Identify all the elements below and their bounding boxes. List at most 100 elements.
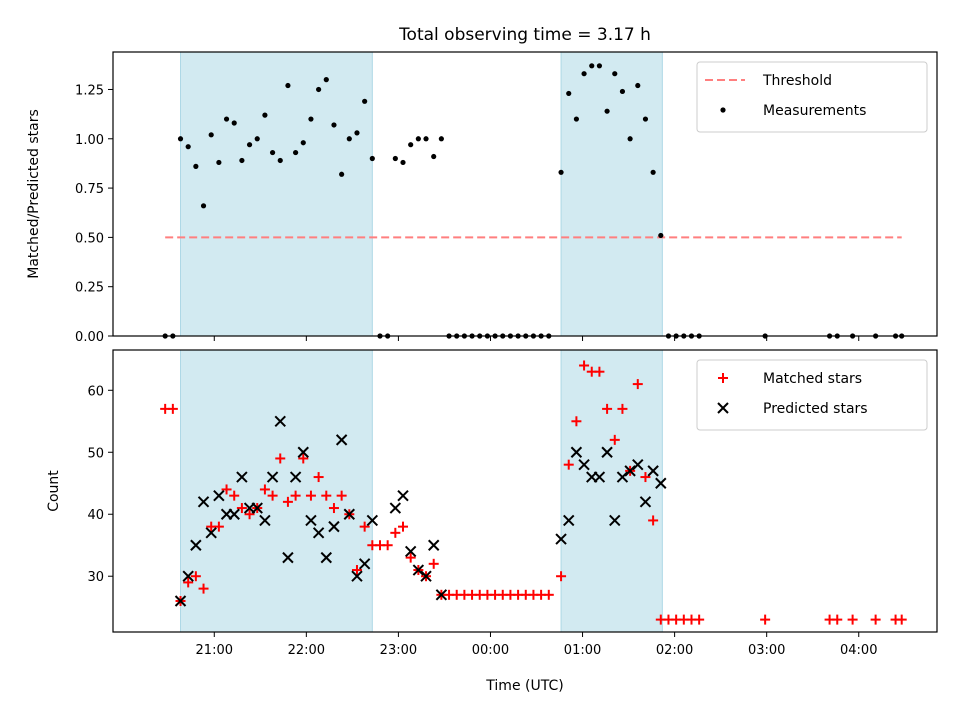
- measurement-point: [658, 232, 664, 239]
- predicted-stars-point: [601, 446, 613, 458]
- measurement-point: [635, 82, 641, 89]
- measurement-point: [589, 63, 595, 69]
- predicted-stars-point: [397, 489, 409, 502]
- predicted-stars-point: [305, 514, 317, 527]
- matched-stars-point: [563, 459, 574, 470]
- y-tick-label: 0.00: [75, 330, 104, 345]
- matched-stars-point: [556, 571, 567, 582]
- measurement-point: [431, 153, 437, 160]
- plot-frame: [112, 349, 938, 633]
- legend-matched-swatch: [718, 373, 728, 383]
- observing-window-band: [180, 51, 373, 337]
- predicted-stars-point: [289, 471, 302, 483]
- matched-stars-point: [221, 484, 232, 495]
- plot-frame: [112, 51, 938, 337]
- measurement-point: [573, 116, 580, 122]
- measurement-point: [292, 149, 299, 156]
- predicted-stars-point: [555, 533, 567, 545]
- x-tick-label: 00:00: [472, 643, 509, 658]
- predicted-stars-point: [335, 434, 348, 446]
- matched-stars-point: [648, 515, 659, 526]
- matched-stars-point: [290, 490, 301, 501]
- x-tick-label: 03:00: [748, 643, 785, 658]
- x-tick-label: 04:00: [840, 643, 877, 658]
- matched-stars-point: [313, 472, 324, 483]
- measurement-point: [216, 159, 222, 166]
- measurement-point: [400, 159, 406, 166]
- measurement-point: [423, 136, 429, 142]
- legend-measurements-swatch: [720, 107, 726, 113]
- predicted-stars-point: [366, 514, 379, 527]
- x-tick-label: 21:00: [196, 643, 233, 658]
- x-tick-label: 23:00: [380, 643, 417, 658]
- ratio-panel: 0.00 0.25 0.50 0.75 1.00 1.25 Matched/Predicte…: [26, 51, 938, 345]
- y-tick-label: 40: [87, 508, 104, 523]
- measurement-point: [408, 142, 414, 148]
- predicted-stars-point: [182, 570, 194, 582]
- matched-stars-point: [896, 614, 907, 625]
- matched-stars-point: [336, 490, 347, 501]
- measurement-point: [193, 163, 199, 169]
- predicted-stars-point: [570, 446, 583, 458]
- predicted-stars-point: [616, 471, 629, 483]
- y-axis-label: Matched/Predicted stars: [26, 109, 42, 279]
- predicted-stars-point: [563, 514, 575, 527]
- matched-stars-point: [640, 472, 651, 483]
- measurement-point: [619, 88, 626, 95]
- measurement-point: [612, 71, 618, 77]
- matched-stars-point: [632, 379, 643, 390]
- x-tick-label: 01:00: [564, 643, 601, 658]
- predicted-stars-point: [259, 514, 271, 527]
- measurement-point: [558, 169, 564, 175]
- measurement-point: [331, 122, 337, 128]
- y-tick-label: 60: [87, 384, 104, 399]
- predicted-stars-point: [578, 458, 590, 471]
- measurement-point: [339, 171, 345, 177]
- predicted-stars-point: [435, 589, 448, 601]
- predicted-stars-point: [297, 446, 309, 458]
- measurement-point: [362, 98, 368, 104]
- matched-stars-point: [594, 366, 605, 377]
- y-tick-label: 0.75: [75, 182, 104, 197]
- measurement-point: [300, 140, 306, 146]
- predicted-stars-point: [593, 471, 606, 483]
- predicted-stars-point: [236, 471, 248, 483]
- predicted-stars-point: [609, 514, 621, 527]
- legend-label: Threshold: [762, 73, 832, 89]
- matched-stars-point: [351, 565, 362, 576]
- measurement-point: [604, 108, 610, 114]
- matched-stars-point: [328, 503, 339, 514]
- predicted-stars-point: [624, 465, 636, 477]
- measurement-point: [596, 63, 603, 69]
- y-tick-label: 0.25: [75, 281, 104, 296]
- predicted-stars-point: [328, 520, 340, 533]
- x-axis-label: Time (UTC): [485, 678, 563, 694]
- predicted-stars-point: [404, 545, 417, 558]
- measurement-point: [642, 116, 649, 122]
- measurement-point: [208, 132, 214, 138]
- observing-window-band: [560, 349, 663, 633]
- matched-stars-point: [167, 403, 178, 414]
- x-tick-label: 22:00: [288, 643, 325, 658]
- predicted-stars-point: [205, 527, 217, 539]
- predicted-stars-point: [197, 496, 210, 508]
- y-tick-label: 1.25: [75, 83, 104, 98]
- predicted-stars-point: [320, 551, 332, 564]
- legend: Matched stars Predicted stars: [696, 359, 928, 431]
- measurement-point: [269, 149, 276, 156]
- predicted-stars-point: [266, 471, 279, 483]
- measurement-point: [438, 136, 444, 142]
- matched-stars-point: [229, 490, 240, 501]
- predicted-stars-point: [358, 558, 371, 570]
- matched-stars-point: [190, 571, 201, 582]
- x-tick-label: 02:00: [656, 643, 693, 658]
- matched-stars-point: [298, 453, 309, 464]
- matched-stars-point: [832, 614, 843, 625]
- predicted-stars-point: [312, 527, 325, 539]
- matched-stars-point: [321, 490, 332, 501]
- measurement-point: [627, 136, 633, 142]
- legend-label: Matched stars: [763, 371, 862, 387]
- matched-stars-point: [760, 614, 771, 625]
- measurement-point: [566, 90, 572, 97]
- y-axis-label: Count: [46, 470, 62, 512]
